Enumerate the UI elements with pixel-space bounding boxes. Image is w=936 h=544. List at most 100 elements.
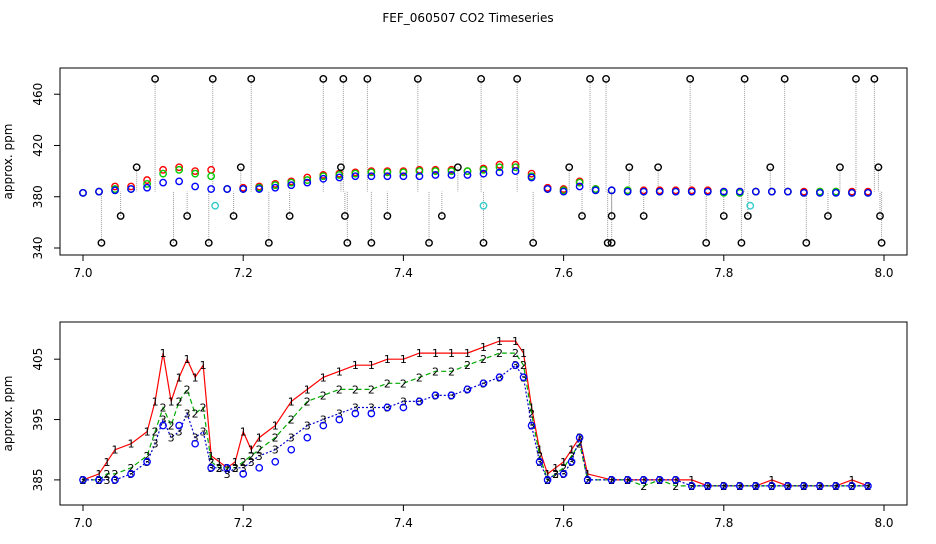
series-circle-point [271, 457, 280, 466]
bottom-plot-axes: 7.0 7.2 7.4 7.6 7.8 8.0 385 395 405 [31, 348, 894, 530]
series-1-point: 1 [320, 371, 327, 384]
series-1-point: 1 [536, 444, 543, 457]
series-4-point [204, 238, 213, 247]
series-2-point: 2 [512, 347, 519, 360]
series-circle-point [800, 482, 808, 490]
series-2-point [575, 178, 584, 187]
series-2-point [303, 176, 312, 184]
series-3-point [527, 173, 536, 182]
series-4-point [740, 74, 749, 83]
series-4-point [836, 163, 844, 172]
series-4-point [477, 74, 485, 83]
series-3-point: 3 [848, 480, 855, 493]
series-circle-point [519, 373, 528, 382]
series-1-point: 1 [200, 359, 207, 372]
series-3-point: 3 [528, 420, 535, 433]
top-panel: 7.0 7.2 7.4 7.6 7.8 8.0 340 380 420 460 approx. p… [1, 67, 908, 280]
series-2-point [335, 171, 344, 179]
series-4-point [876, 212, 884, 220]
series-2-point: 2 [160, 401, 167, 414]
series-3-point: 3 [400, 395, 407, 408]
series-1-point [495, 160, 504, 169]
series-1-point [207, 165, 216, 174]
series-3-point: 3 [112, 474, 119, 487]
series-2-point: 2 [464, 359, 471, 372]
y-tick-label: 460 [31, 83, 45, 106]
y-tick-label: 395 [31, 408, 45, 431]
series-4-point [870, 74, 879, 83]
series-2-point: 2 [104, 468, 111, 481]
series-3-point: 3 [768, 480, 775, 493]
series-1-point: 1 [584, 468, 591, 481]
series-2-point [463, 167, 472, 176]
series-4-point [247, 74, 256, 83]
series-1-point: 1 [368, 359, 375, 372]
series-2-point: 2 [448, 365, 455, 378]
series-2-point [495, 163, 504, 172]
series-2-point: 2 [256, 444, 263, 457]
series-3-point: 3 [232, 462, 239, 475]
series-1-point: 1 [848, 474, 855, 487]
series-3-point: 3 [536, 456, 543, 469]
series-circle-point [191, 439, 199, 448]
series-2-point: 2 [672, 480, 679, 493]
series-3-point: 3 [104, 474, 111, 487]
series-4-point [116, 212, 125, 220]
series-2-point: 2 [304, 395, 311, 408]
series-3-point: 3 [784, 480, 791, 493]
series-2-point: 2 [520, 359, 527, 372]
series-2-point: 2 [536, 450, 543, 463]
series-1-point: 1 [400, 353, 407, 366]
series-2-point: 2 [248, 450, 255, 463]
series-1-point: 1 [560, 456, 567, 469]
series-3-point: 3 [184, 408, 191, 421]
series-2-point: 2 [112, 468, 119, 481]
series-3-point: 3 [200, 426, 207, 439]
series-2-point: 2 [320, 389, 327, 402]
series-4-point [578, 212, 586, 220]
series-circle-point [495, 373, 504, 382]
series-4-point [702, 238, 711, 247]
series-4-point [236, 163, 245, 172]
series-3-point [431, 171, 440, 179]
series-1-point: 1 [112, 444, 119, 457]
series-1-point: 1 [288, 395, 295, 408]
series-4-point [453, 163, 462, 172]
series-3-point: 3 [608, 474, 615, 487]
series-circle-point [527, 421, 536, 430]
series-circle-point [207, 463, 216, 472]
series-circle-point [719, 482, 728, 490]
series-3-point: 3 [752, 480, 759, 493]
series-1-point: 1 [416, 347, 423, 360]
series-circle-point [479, 379, 488, 388]
series-3-point: 3 [576, 432, 583, 445]
series-4-point [654, 163, 663, 172]
series-1-point: 1 [144, 426, 151, 439]
series-3-point [543, 185, 552, 193]
series-2-point: 2 [272, 432, 279, 445]
series-4-point [169, 238, 178, 247]
series-3-point: 3 [96, 474, 103, 487]
x-tick-label: 7.4 [394, 266, 413, 280]
y-tick-label: 380 [31, 185, 45, 208]
series-3-point: 3 [800, 480, 807, 493]
series-3-point [127, 185, 135, 193]
series-3-point: 3 [144, 456, 151, 469]
series-2-point: 2 [416, 371, 423, 384]
series-3-point [719, 187, 728, 196]
series-2-point: 2 [528, 408, 535, 421]
series-4-point [285, 212, 294, 220]
series-circle-point [383, 403, 392, 412]
series-circle-point [223, 463, 232, 472]
series-circle-point [335, 415, 344, 424]
series-circle-point [111, 476, 119, 484]
series-circle-point [639, 476, 648, 484]
series-circle-point [535, 457, 544, 466]
series-4-point [337, 163, 345, 172]
series-1-point: 1 [240, 426, 247, 439]
series-5-point [746, 201, 755, 210]
series-4-point [824, 212, 832, 220]
series-2-point: 2 [224, 462, 231, 475]
series-circle-point [607, 476, 616, 484]
